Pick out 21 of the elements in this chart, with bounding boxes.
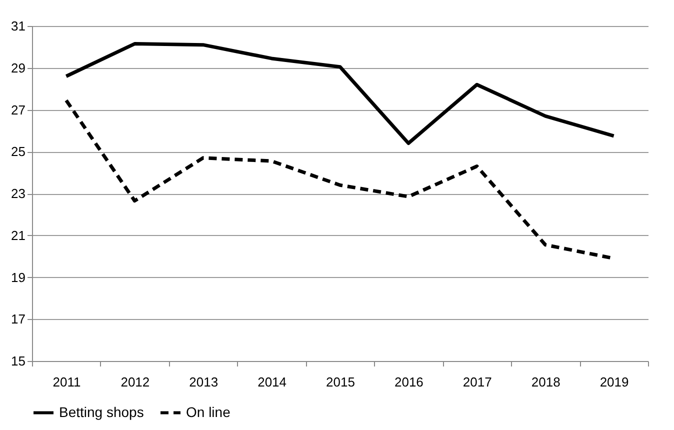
y-tick-label: 31: [11, 18, 26, 34]
x-tick-label: 2013: [189, 374, 218, 390]
x-tick-label: 2019: [600, 374, 629, 390]
y-tick-label: 25: [11, 144, 26, 160]
y-tick-label: 15: [11, 354, 26, 368]
y-tick-label: 21: [11, 228, 26, 243]
x-tick-label: 2014: [258, 374, 287, 390]
y-tick-label: 19: [11, 270, 26, 285]
x-tick-label: 2017: [462, 374, 492, 390]
x-tick-label: 2018: [531, 374, 560, 390]
legend-label: On line: [186, 404, 231, 420]
y-tick-label: 23: [11, 186, 26, 201]
legend-label: Betting shops: [59, 404, 144, 420]
x-tick-label: 2011: [52, 374, 81, 390]
y-tick-label: 29: [11, 60, 26, 76]
x-tick-label: 2012: [120, 374, 150, 390]
y-tick-label: 17: [11, 312, 26, 327]
x-tick-label: 2015: [326, 374, 355, 390]
x-tick-label: 2016: [394, 374, 424, 390]
y-tick-label: 27: [11, 102, 26, 118]
line-series: [64, 42, 616, 145]
